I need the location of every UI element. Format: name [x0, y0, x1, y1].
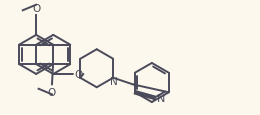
Text: O: O [74, 69, 83, 79]
Text: N: N [157, 93, 166, 103]
Text: N: N [110, 76, 118, 86]
Text: O: O [48, 87, 56, 97]
Text: O: O [32, 3, 40, 13]
